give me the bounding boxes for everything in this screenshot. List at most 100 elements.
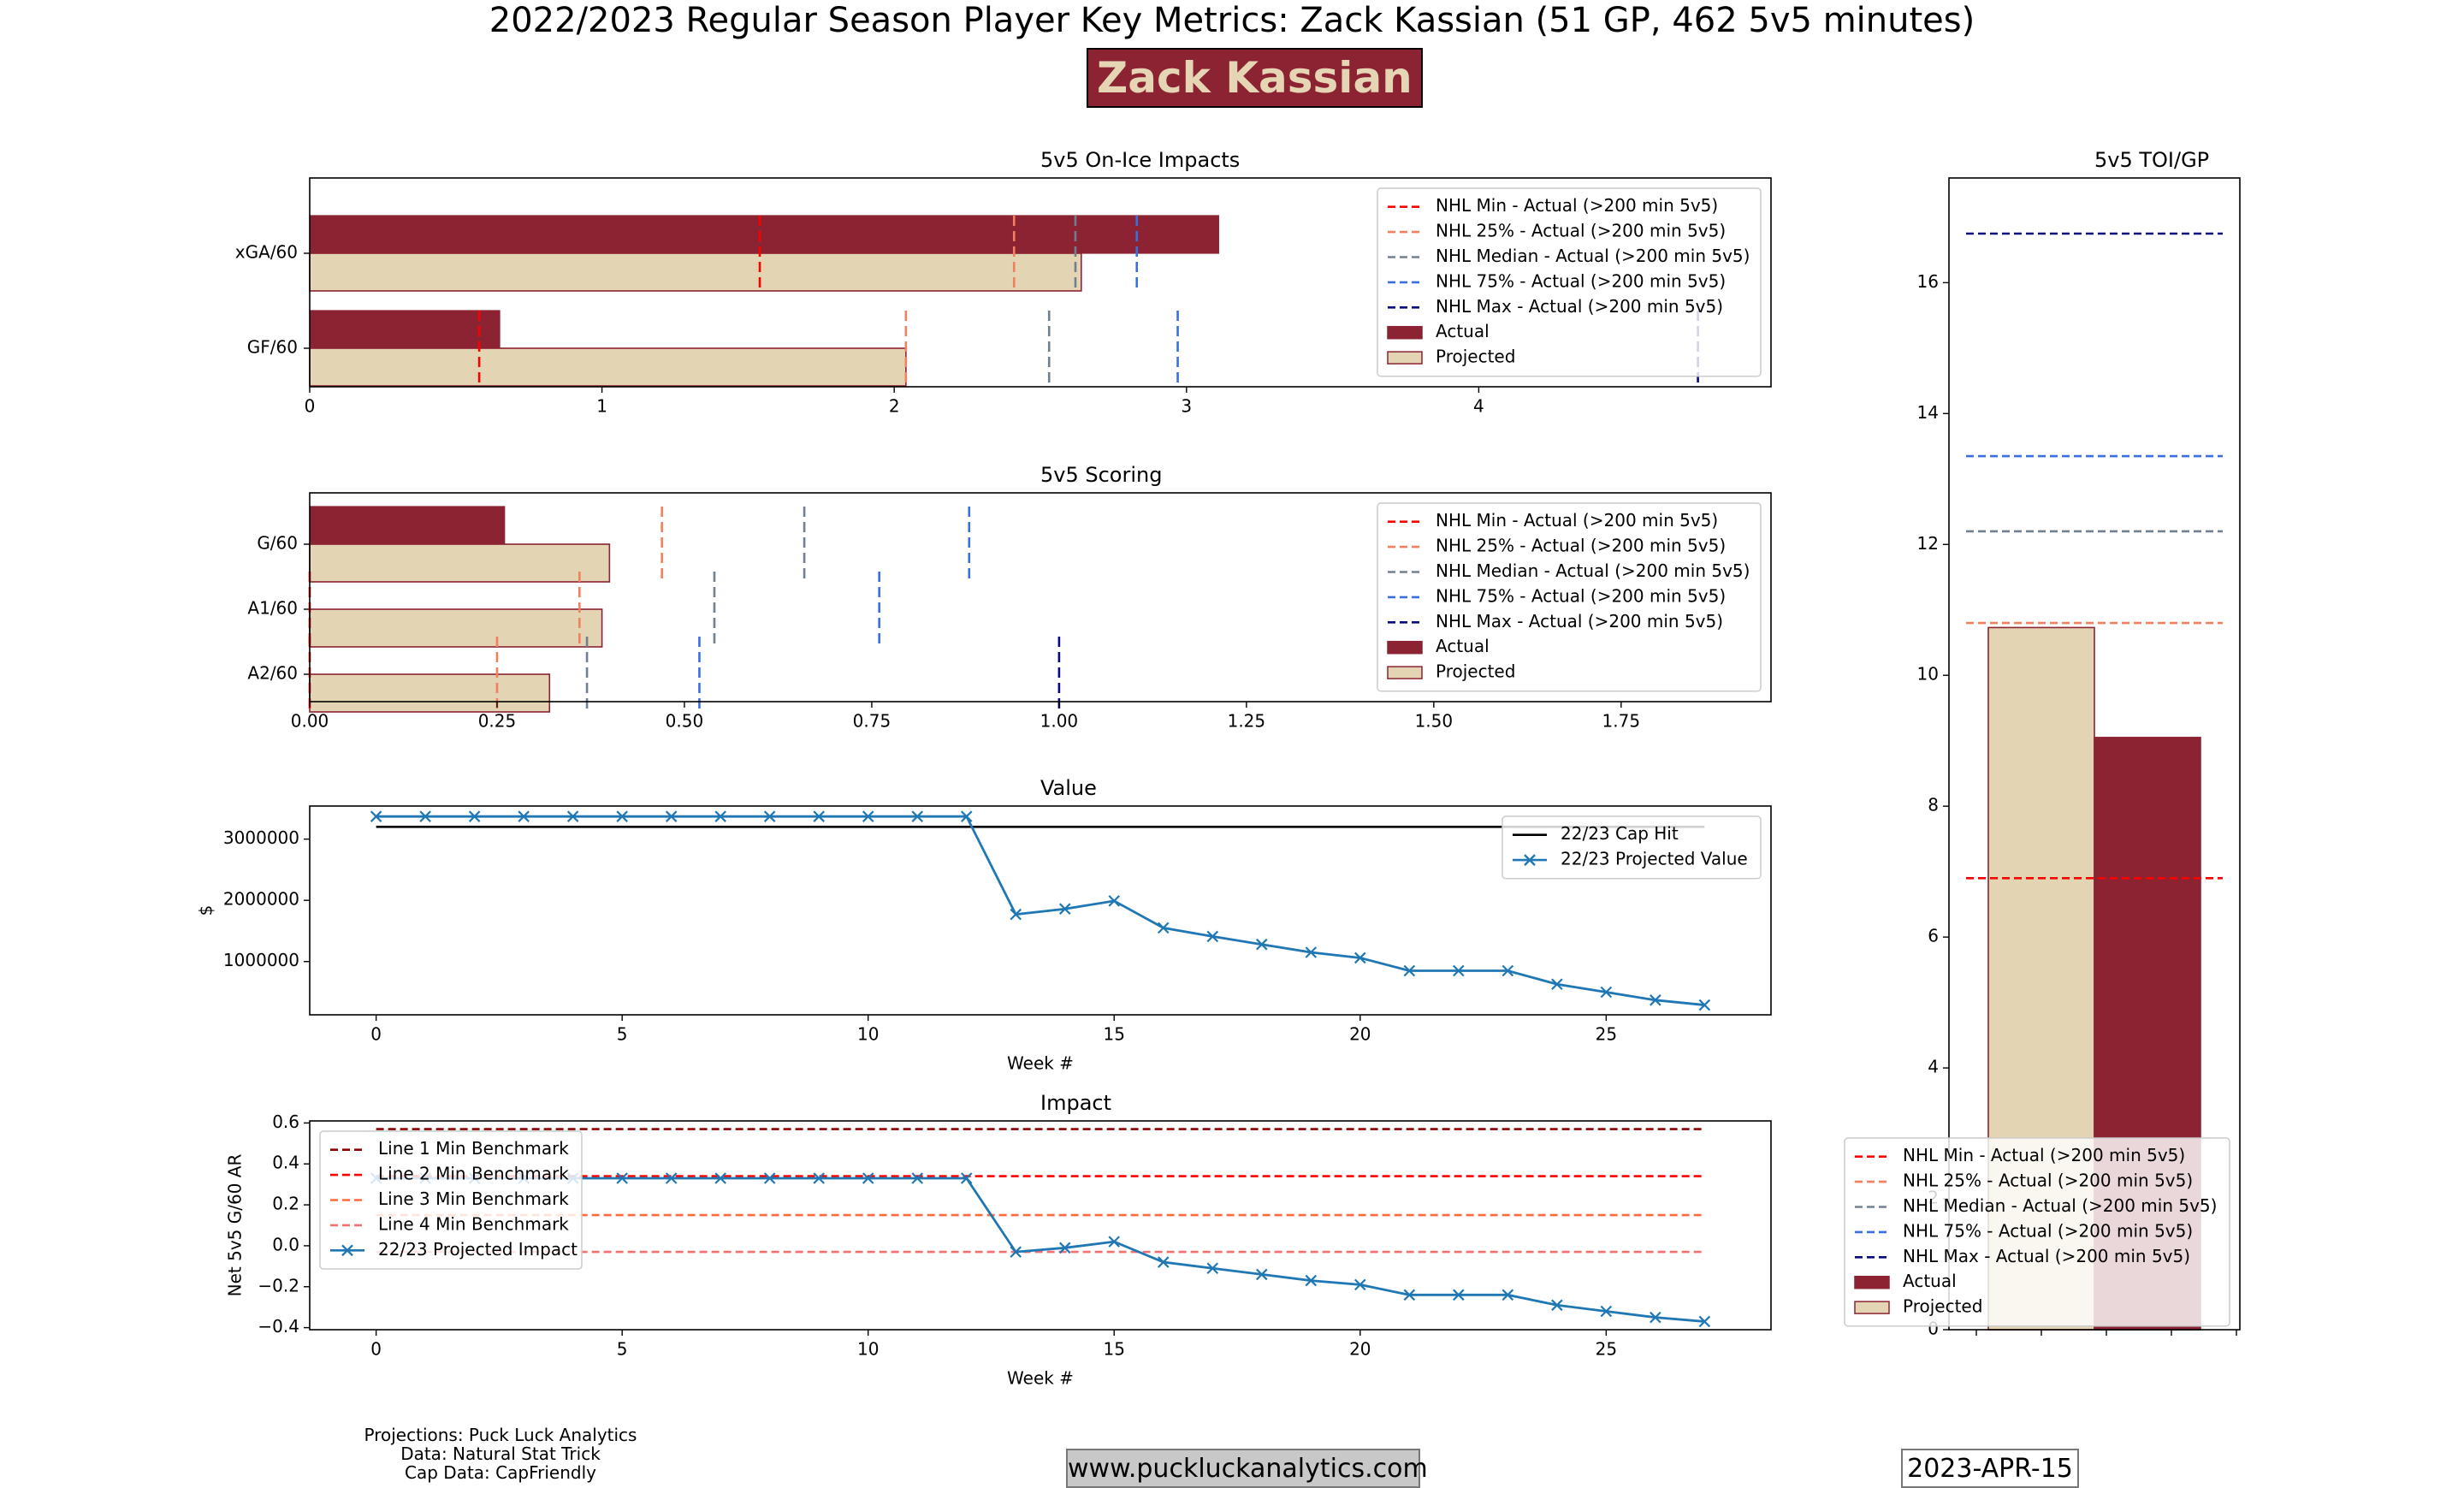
value-chart-point xyxy=(1698,999,1711,1011)
toi-chart-legend-swatch xyxy=(1854,1301,1890,1314)
scoring-chart-bar-projected xyxy=(309,543,611,583)
toi-chart-ytick-label: 16 xyxy=(1917,271,1939,292)
toi-chart-legend: NHL Min - Actual (>200 min 5v5) NHL 25% -… xyxy=(1844,1137,2230,1327)
impact-chart-legend: Line 1 Min Benchmark Line 2 Min Benchmark… xyxy=(319,1130,583,1270)
toi-chart-ytick-label: 8 xyxy=(1928,795,1939,815)
toi-chart-frame xyxy=(1948,177,2241,1331)
value-chart-point xyxy=(1256,938,1268,951)
scoring-chart-title: 5v5 Scoring xyxy=(1040,463,1162,487)
scoring-chart-legend-label: NHL Median - Actual (>200 min 5v5) xyxy=(1436,560,1750,581)
impact-chart-point xyxy=(1453,1289,1465,1301)
impacts-chart-legend-label: Projected xyxy=(1436,347,1515,367)
scoring-chart-bar-actual xyxy=(309,506,506,545)
impacts-chart-bar-actual xyxy=(309,310,500,349)
impacts-chart-legend-label: NHL 25% - Actual (>200 min 5v5) xyxy=(1436,221,1726,241)
impact-chart-ytick-label: −0.2 xyxy=(258,1275,299,1295)
impact-chart-ytick-label: 0.4 xyxy=(272,1153,299,1173)
date-label: 2023-APR-15 xyxy=(1901,1449,2079,1488)
impacts-chart-legend-label: NHL Max - Actual (>200 min 5v5) xyxy=(1436,296,1723,317)
impact-chart-ytick-label: 0.2 xyxy=(272,1194,299,1214)
toi-chart-legend-label: NHL Median - Actual (>200 min 5v5) xyxy=(1903,1195,2217,1216)
value-chart-legend: 22/23 Cap Hit 22/23 Projected Value xyxy=(1502,815,1762,880)
impacts-chart-bar-projected xyxy=(309,347,907,387)
value-chart-ytick-label: 1000000 xyxy=(223,950,299,970)
value-chart-point xyxy=(1206,930,1219,943)
value-chart-point xyxy=(813,810,825,822)
scoring-chart-frame xyxy=(309,492,1772,703)
impact-chart-point xyxy=(1698,1315,1711,1328)
impact-chart-point xyxy=(1403,1289,1416,1301)
scoring-chart-bar-projected xyxy=(309,608,603,648)
impacts-chart-legend-swatch xyxy=(1387,351,1423,365)
value-chart-legend-label: 22/23 Cap Hit xyxy=(1561,823,1679,844)
impact-chart-legend-label: Line 1 Min Benchmark xyxy=(378,1138,569,1159)
impact-chart-xlabel: Week # xyxy=(1007,1368,1074,1389)
toi-chart-legend-swatch xyxy=(1854,1275,1890,1289)
website-label: www.puckluckanalytics.com xyxy=(1066,1449,1428,1488)
value-chart-xtick-label: 0 xyxy=(370,1024,382,1045)
impact-chart-point xyxy=(1502,1289,1514,1301)
impacts-chart-legend: NHL Min - Actual (>200 min 5v5) NHL 25% -… xyxy=(1377,187,1762,377)
value-chart-frame xyxy=(309,805,1772,1016)
value-chart-point xyxy=(1157,922,1170,934)
value-chart-point xyxy=(763,810,776,822)
value-chart-point xyxy=(1010,908,1022,921)
scoring-chart-xtick-label: 0.50 xyxy=(666,711,704,732)
impact-chart-legend-box xyxy=(319,1130,583,1270)
value-chart-legend-box xyxy=(1502,815,1762,880)
impacts-chart-title: 5v5 On-Ice Impacts xyxy=(1040,148,1240,172)
value-chart-point xyxy=(616,810,628,822)
impact-chart-point xyxy=(665,1172,678,1184)
scoring-chart-legend-label: NHL 75% - Actual (>200 min 5v5) xyxy=(1436,585,1726,606)
value-chart-point xyxy=(1305,946,1318,958)
toi-chart-legend-label: Projected xyxy=(1903,1296,1982,1317)
impact-chart-point xyxy=(911,1172,924,1184)
impact-chart-ytick-label: −0.4 xyxy=(258,1316,299,1337)
impacts-chart-xtick-label: 0 xyxy=(305,396,316,417)
value-chart-point xyxy=(911,810,924,822)
impacts-chart-legend-swatch xyxy=(1387,325,1423,340)
scoring-chart-ytick-label: A1/60 xyxy=(247,598,298,619)
value-chart-point xyxy=(1551,978,1563,990)
value-chart-point xyxy=(960,810,973,822)
toi-chart-ytick-label: 6 xyxy=(1928,926,1939,946)
toi-chart-legend-label: NHL Max - Actual (>200 min 5v5) xyxy=(1903,1246,2190,1266)
impacts-chart-xtick-label: 3 xyxy=(1181,396,1192,417)
toi-chart-ytick-label: 4 xyxy=(1928,1057,1939,1077)
scoring-chart-legend-swatch xyxy=(1387,640,1423,655)
scoring-chart-legend-box xyxy=(1377,502,1762,692)
value-chart-series-line xyxy=(376,815,1705,1006)
value-chart-point xyxy=(1600,986,1613,999)
scoring-chart-legend-swatch xyxy=(1387,666,1423,679)
impact-chart-point xyxy=(1058,1242,1071,1254)
value-chart-point xyxy=(714,810,726,822)
toi-chart-legend-label: NHL Min - Actual (>200 min 5v5) xyxy=(1903,1145,2185,1165)
scoring-chart-xtick-label: 1.75 xyxy=(1602,711,1641,732)
impacts-chart-legend-label: NHL Median - Actual (>200 min 5v5) xyxy=(1436,246,1750,266)
impact-chart-legend-label: Line 2 Min Benchmark xyxy=(378,1164,569,1184)
value-chart-xtick-label: 25 xyxy=(1596,1024,1617,1045)
credit-cap: Cap Data: CapFriendly xyxy=(405,1462,596,1483)
impact-chart-point xyxy=(1354,1278,1366,1291)
impact-chart-xtick-label: 15 xyxy=(1104,1339,1125,1360)
value-chart-point xyxy=(1058,903,1071,915)
scoring-chart-legend-label: Actual xyxy=(1436,636,1490,656)
scoring-chart-xtick-label: 0.75 xyxy=(853,711,891,732)
value-chart-point xyxy=(1403,964,1416,977)
impacts-chart-frame xyxy=(309,177,1772,388)
value-chart-legend-label: 22/23 Projected Value xyxy=(1561,849,1748,869)
impact-chart-series-line xyxy=(376,1177,1705,1323)
scoring-chart-xtick-label: 1.25 xyxy=(1228,711,1266,732)
impact-chart-point xyxy=(1108,1236,1121,1248)
scoring-chart-xtick-label: 1.00 xyxy=(1040,711,1079,732)
impact-chart-point xyxy=(1650,1311,1661,1324)
toi-chart-ytick-label: 12 xyxy=(1917,533,1939,554)
value-chart-point xyxy=(862,810,874,822)
scoring-chart-legend-label: NHL Min - Actual (>200 min 5v5) xyxy=(1436,510,1718,531)
impact-chart-legend-label: 22/23 Projected Impact xyxy=(378,1239,578,1260)
impact-chart-legend-marker xyxy=(341,1244,353,1257)
impact-chart-xtick-label: 0 xyxy=(370,1339,382,1360)
value-chart-point xyxy=(419,810,431,822)
value-chart-legend-marker xyxy=(1524,854,1536,866)
value-chart-point xyxy=(518,810,530,822)
